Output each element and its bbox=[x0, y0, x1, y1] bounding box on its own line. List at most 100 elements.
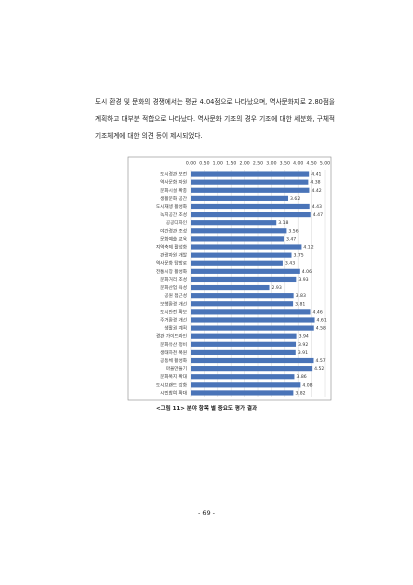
bar bbox=[191, 268, 300, 274]
x-tick-label: 3.00 bbox=[266, 161, 276, 167]
category-label: 문화복지 확대 bbox=[160, 373, 187, 380]
value-label: 3.83 bbox=[296, 293, 306, 299]
x-tick-label: 5.00 bbox=[320, 161, 330, 167]
category-label: 주거환경 개선 bbox=[160, 316, 187, 323]
category-label: 관광자원 개발 bbox=[160, 252, 188, 259]
category-label: 공동체 활성화 bbox=[160, 357, 188, 364]
x-tick-label: 4.50 bbox=[306, 161, 316, 167]
value-label: 4.41 bbox=[311, 172, 321, 178]
bar bbox=[191, 317, 315, 323]
bar bbox=[191, 179, 309, 185]
bar bbox=[191, 203, 310, 210]
category-label: 문화유산 정비 bbox=[160, 341, 187, 348]
value-label: 4.43 bbox=[312, 204, 322, 210]
bar bbox=[191, 187, 310, 193]
bar bbox=[191, 260, 283, 266]
x-tick-label: 1.50 bbox=[226, 161, 236, 167]
bar bbox=[191, 357, 314, 364]
bar bbox=[191, 220, 277, 226]
bar bbox=[191, 276, 297, 283]
category-label: 생태하천 복원 bbox=[160, 349, 187, 356]
category-label: 시민참여 확대 bbox=[160, 389, 187, 396]
value-label: 3.43 bbox=[285, 261, 295, 267]
bar bbox=[191, 309, 311, 315]
bar bbox=[191, 293, 294, 299]
category-label: 보행환경 개선 bbox=[160, 300, 187, 307]
value-label: 4.38 bbox=[310, 180, 320, 186]
bar bbox=[191, 284, 270, 291]
category-label: 공공디자인 bbox=[166, 219, 187, 226]
value-label: 3.86 bbox=[296, 374, 306, 380]
category-label: 도시경관 보전 bbox=[160, 171, 187, 178]
bar bbox=[191, 236, 284, 242]
bar bbox=[191, 390, 294, 396]
value-label: 3.18 bbox=[278, 220, 288, 226]
value-label: 3.81 bbox=[295, 301, 305, 307]
category-label: 문화산업 육성 bbox=[160, 284, 187, 291]
paragraph: 도시 환경 및 문화의 경쟁에서는 평균 4.04점으로 나타났으며, 역사문화… bbox=[95, 98, 335, 140]
value-label: 3.91 bbox=[298, 350, 308, 356]
value-label: 3.62 bbox=[290, 196, 300, 202]
category-label: 마을만들기 bbox=[166, 365, 187, 372]
category-label: 생활문화 공간 bbox=[160, 195, 188, 202]
bar bbox=[191, 244, 302, 250]
value-label: 4.58 bbox=[316, 326, 326, 332]
caption: <그림 11> 분야 항목 별 중요도 평가 결과 bbox=[155, 406, 258, 412]
category-label: 문화예술 교육 bbox=[160, 235, 187, 242]
category-label: 역사문화 자원 bbox=[160, 179, 187, 186]
bar bbox=[191, 333, 297, 339]
value-label: 4.52 bbox=[314, 366, 324, 372]
category-label: 문화시설 확충 bbox=[160, 187, 187, 194]
value-label: 4.42 bbox=[311, 188, 321, 194]
value-label: 3.93 bbox=[298, 277, 308, 283]
x-tick-label: 3.50 bbox=[280, 161, 290, 167]
value-label: 4.08 bbox=[302, 382, 312, 388]
value-label: 4.47 bbox=[313, 212, 323, 218]
x-tick-label: 1.00 bbox=[213, 161, 223, 167]
category-label: 도시브랜드 강화 bbox=[156, 381, 188, 388]
x-tick-label: 0.00 bbox=[186, 161, 196, 167]
bar bbox=[191, 301, 294, 307]
category-label: 역사문화 탐방로 bbox=[156, 260, 187, 267]
x-tick-label: 2.00 bbox=[239, 161, 249, 167]
value-label: 4.61 bbox=[317, 317, 327, 323]
value-label: 2.93 bbox=[272, 285, 282, 291]
bar bbox=[191, 374, 295, 380]
category-label: 지역축제 활성화 bbox=[156, 244, 188, 251]
category-label: 경관 가이드라인 bbox=[156, 333, 187, 340]
value-label: 3.47 bbox=[286, 236, 296, 242]
category-label: 녹지공간 조성 bbox=[160, 211, 187, 218]
value-label: 3.94 bbox=[299, 334, 309, 340]
x-tick-label: 0.50 bbox=[199, 161, 209, 167]
category-label: 생활권 계획 bbox=[164, 325, 187, 332]
x-tick-label: 4.00 bbox=[293, 161, 303, 167]
category-label: 도시안전 확보 bbox=[160, 308, 187, 315]
value-label: 3.82 bbox=[295, 390, 305, 396]
bar bbox=[191, 252, 292, 258]
category-label: 전통시장 활성화 bbox=[156, 268, 188, 275]
value-label: 4.12 bbox=[303, 245, 313, 251]
bar bbox=[191, 171, 310, 177]
value-label: 3.75 bbox=[294, 253, 304, 259]
value-label: 3.56 bbox=[288, 228, 298, 234]
category-label: 도시재생 활성화 bbox=[156, 203, 188, 210]
category-label: 공원 접근성 bbox=[164, 292, 187, 299]
bar bbox=[191, 349, 296, 356]
bar bbox=[191, 228, 287, 234]
bar bbox=[191, 195, 289, 201]
x-tick-label: 2.50 bbox=[253, 161, 263, 167]
value-label: 4.46 bbox=[313, 309, 323, 315]
value-label: 3.92 bbox=[298, 342, 308, 348]
bar bbox=[191, 382, 301, 388]
page-number: - 69 - bbox=[197, 509, 216, 517]
bar bbox=[191, 366, 313, 372]
bar bbox=[191, 341, 297, 347]
value-label: 4.06 bbox=[302, 269, 312, 275]
bar bbox=[191, 211, 311, 218]
value-label: 4.57 bbox=[315, 358, 325, 364]
category-label: 야간경관 조성 bbox=[160, 227, 187, 234]
category-label: 문화거리 조성 bbox=[160, 276, 187, 283]
bar bbox=[191, 325, 314, 331]
